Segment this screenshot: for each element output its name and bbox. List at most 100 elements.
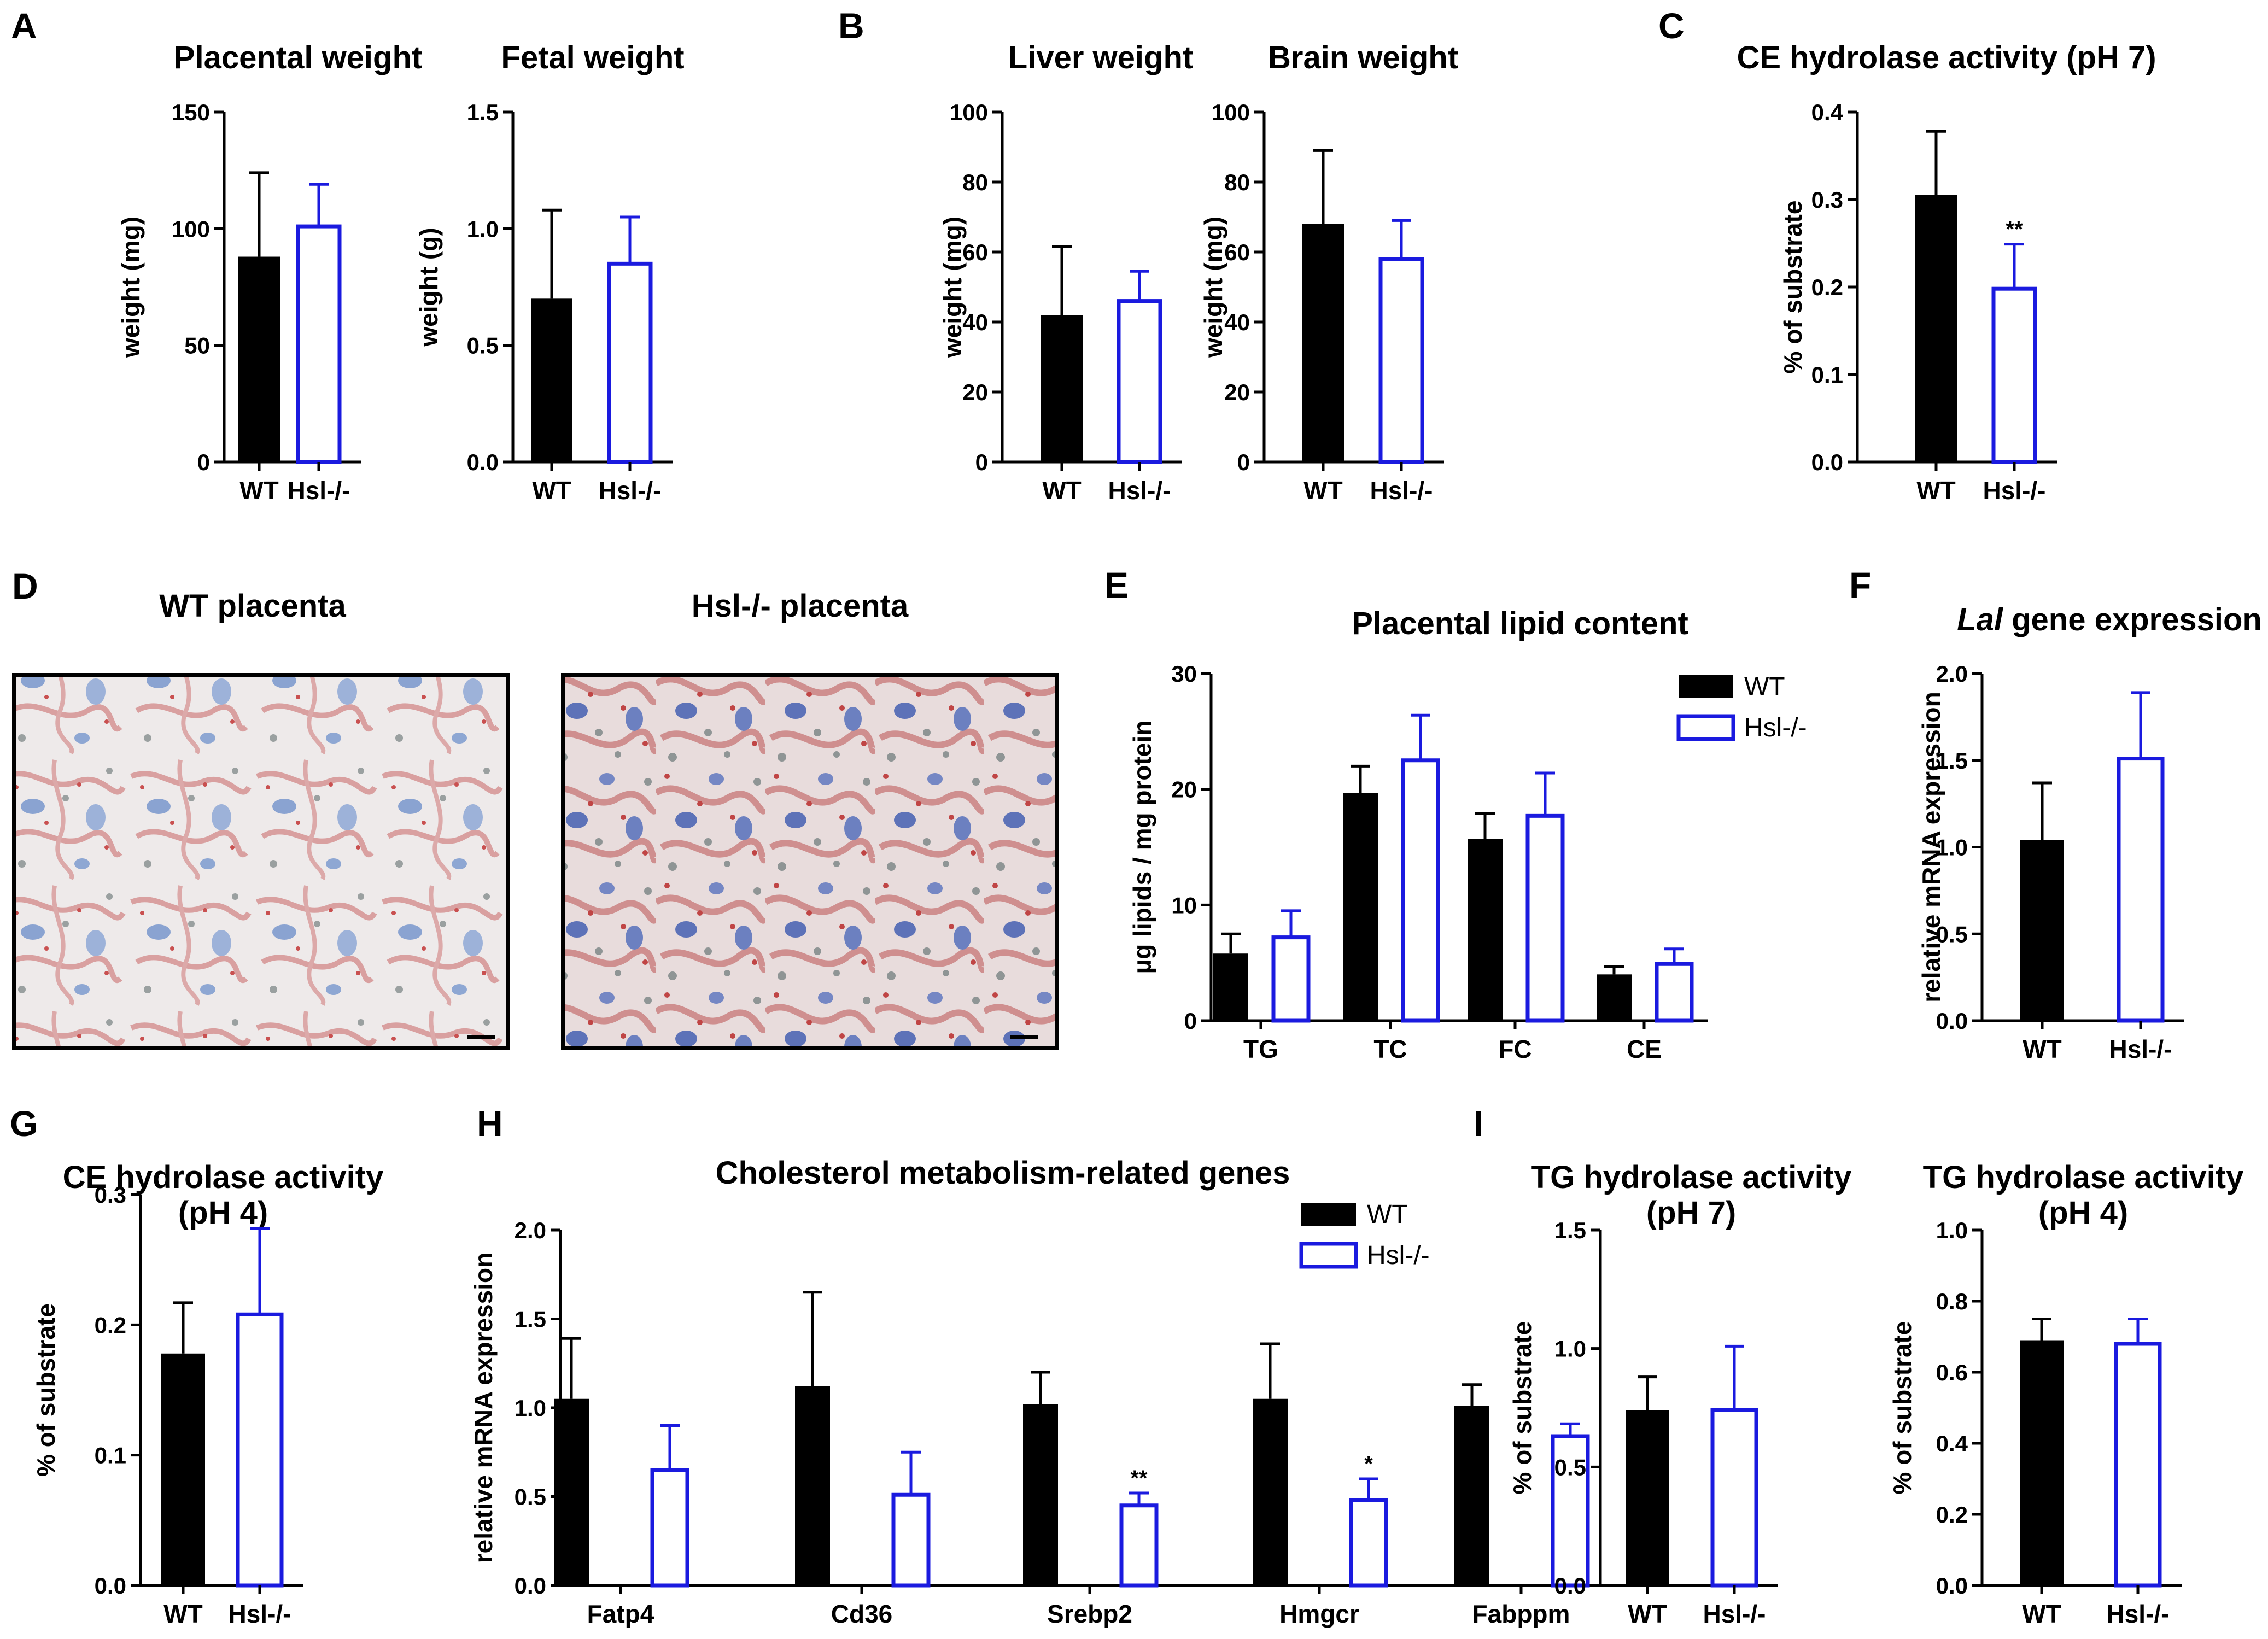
y-tick-label: 0.4 <box>1936 1431 1968 1456</box>
y-tick-label: 2.0 <box>515 1217 546 1243</box>
chart-b2: Brain weight 0 20 40 60 80 100 weight (mg) WT Hsl… <box>1199 40 1458 505</box>
y-tick-label: 1.5 <box>1554 1217 1586 1243</box>
error-bar <box>1052 245 1072 315</box>
y-tick-label: 0 <box>197 449 210 475</box>
y-tick-label: 0.0 <box>95 1573 126 1599</box>
legend-swatch-wt <box>1301 1203 1356 1226</box>
y-tick-label: 0 <box>975 449 988 475</box>
x-tick-label: TC <box>1373 1035 1407 1063</box>
bar-hsl <box>1117 299 1162 464</box>
bar-hsl <box>891 1492 931 1588</box>
legend-label-wt: WT <box>1367 1200 1408 1229</box>
scale-bar <box>1010 1035 1038 1039</box>
error-bar <box>542 208 562 299</box>
y-tick-label: 40 <box>962 309 988 335</box>
error-bar <box>1130 270 1149 301</box>
significance-marker: ** <box>1130 1466 1148 1490</box>
wt-placenta-micrograph <box>12 673 510 1050</box>
error-bar <box>1725 1344 1744 1410</box>
y-tick-label: 0 <box>1184 1008 1197 1034</box>
bar-hsl <box>1991 286 2037 464</box>
significance-marker: * <box>1364 1452 1373 1476</box>
y-tick-label: 60 <box>962 239 988 265</box>
panel-label-a: A <box>11 5 37 46</box>
x-tick-label: TG <box>1243 1035 1278 1063</box>
error-bar <box>901 1450 921 1495</box>
y-tick-label: 1.5 <box>467 99 499 125</box>
chart-title-line: TG hydrolase activity <box>1531 1160 1852 1195</box>
x-tick-label: FC <box>1498 1035 1532 1063</box>
y-tick-label: 50 <box>184 333 210 359</box>
y-tick-label: 0.0 <box>1936 1008 1968 1034</box>
y-tick-label: 80 <box>1224 169 1250 195</box>
bar-wt <box>161 1353 205 1585</box>
error-bar <box>1260 1342 1280 1399</box>
bar-hsl <box>1349 1498 1388 1588</box>
chart-title-line: CE hydrolase activity <box>63 1160 384 1195</box>
x-tick-label: WT <box>2022 1600 2061 1628</box>
error-bar <box>1313 149 1333 224</box>
bar-hsl <box>650 1468 689 1588</box>
error-bar <box>1604 965 1624 975</box>
legend-swatch-wt <box>1679 675 1733 698</box>
chart-title-line: (pH 7) <box>1646 1195 1736 1231</box>
bar-hsl <box>236 1312 284 1588</box>
y-tick-label: 20 <box>1171 777 1197 803</box>
x-tick-label: Hsl-/- <box>1983 476 2046 505</box>
bar-wt <box>1041 315 1083 462</box>
bar-hsl <box>1401 758 1440 1023</box>
x-tick-label: Srebp2 <box>1047 1600 1132 1628</box>
y-tick-label: 1.5 <box>1936 748 1968 774</box>
chart-title-line: (pH 4) <box>178 1195 268 1231</box>
bar-hsl <box>1710 1408 1758 1588</box>
wt-placenta-title: WT placenta <box>159 588 346 624</box>
legend-swatch-hsl <box>1299 1242 1358 1269</box>
panel-label-b: B <box>838 5 864 46</box>
legend: WT Hsl-/- <box>1299 1200 1430 1270</box>
chart-title: CE hydrolase activity (pH 7) <box>1737 40 2156 75</box>
bar-wt <box>554 1398 589 1585</box>
x-tick-label: WT <box>1916 476 1956 505</box>
y-tick-label: 0.0 <box>467 449 499 475</box>
error-bar <box>1359 1477 1378 1500</box>
x-tick-label: WT <box>1303 476 1343 505</box>
chart-title-rest: gene expression <box>2003 602 2262 637</box>
x-tick-label: Hsl-/- <box>2107 1600 2170 1628</box>
panel-label-h: H <box>477 1103 503 1144</box>
y-tick-label: 40 <box>1224 309 1250 335</box>
panel-label-e: E <box>1104 565 1129 605</box>
error-bar <box>1926 130 1946 195</box>
y-tick-label: 0 <box>1237 449 1250 475</box>
legend-swatch-hsl <box>1676 714 1735 741</box>
legend-label-hsl: Hsl-/- <box>1744 713 1807 742</box>
bar-hsl <box>296 224 342 464</box>
y-tick-label: 1.0 <box>1936 835 1968 861</box>
y-axis-label: µg lipids / mg protein <box>1128 721 1156 974</box>
error-bar <box>1462 1383 1482 1406</box>
y-axis-label: % of substrate <box>1508 1321 1536 1495</box>
y-tick-label: 20 <box>962 379 988 405</box>
scale-bar <box>467 1035 495 1039</box>
hsl-placenta-title: Hsl-/- placenta <box>692 588 909 624</box>
y-tick-label: 1.0 <box>1554 1336 1586 1362</box>
y-tick-label: 0.0 <box>1554 1573 1586 1599</box>
y-axis-label: weight (mg) <box>116 216 145 358</box>
x-tick-label: Hsl-/- <box>288 476 350 505</box>
bar-hsl <box>1551 1434 1590 1588</box>
legend-label-hsl: Hsl-/- <box>1367 1241 1430 1270</box>
y-tick-label: 20 <box>1224 379 1250 405</box>
x-tick-label: Fatp4 <box>587 1600 654 1628</box>
y-axis-label: % of substrate <box>1779 201 1807 374</box>
bar-wt <box>1343 793 1378 1021</box>
x-tick-label: Hmgcr <box>1279 1600 1359 1628</box>
chart-h: H Cholesterol metabolism-related genes 0.0… <box>469 1103 1604 1628</box>
error-bar <box>2131 691 2150 759</box>
error-bar <box>249 171 269 257</box>
error-bar <box>620 215 640 264</box>
chart-b1: B Liver weight 0 20 40 60 80 100 weight (mg) WT Hs… <box>838 5 1193 505</box>
error-bar <box>309 183 329 227</box>
x-tick-label: Fabppm <box>1472 1600 1570 1628</box>
chart-f: F Lal gene expression 0.0 0.5 1.0 1.5 2.0 relat… <box>1849 565 2262 1063</box>
bar-hsl <box>1655 962 1694 1023</box>
